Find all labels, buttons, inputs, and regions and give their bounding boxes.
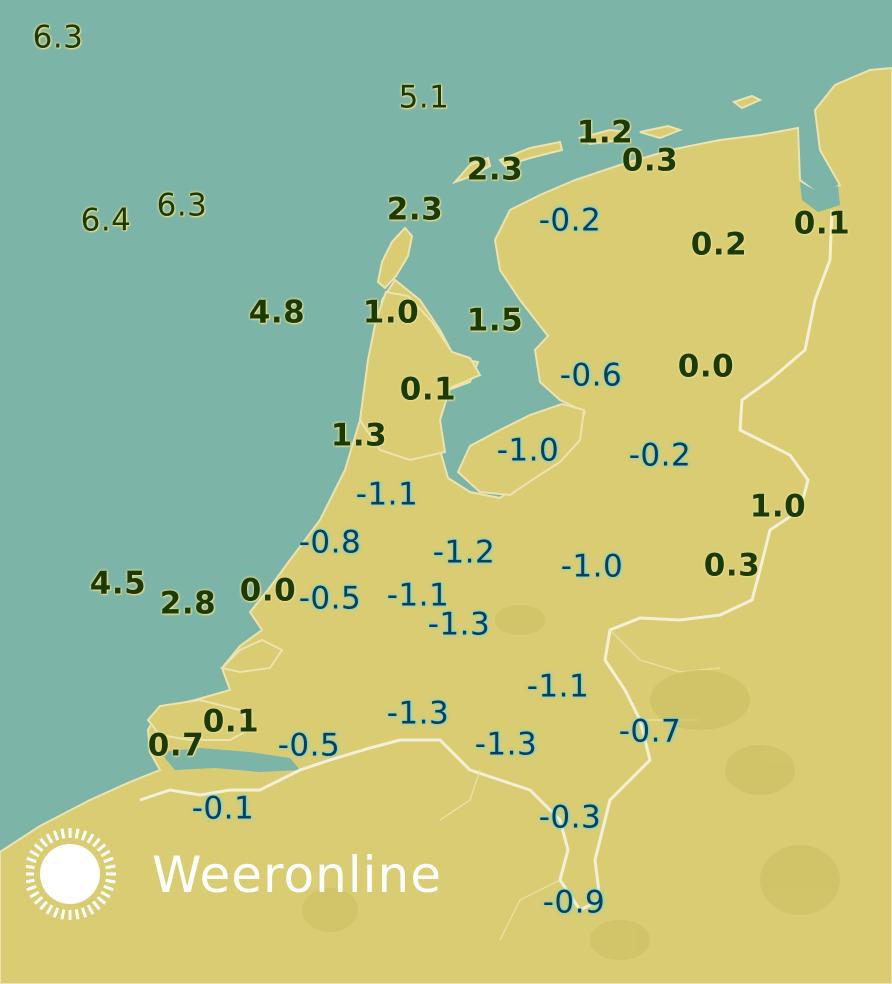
temperature-value: -0.1 [191, 790, 255, 827]
temperature-value: 0.3 [703, 547, 761, 584]
temperature-value: 6.3 [32, 19, 84, 56]
temperature-value: -1.1 [526, 668, 590, 705]
temperature-value: -1.3 [386, 695, 450, 732]
temperature-value: 6.3 [156, 187, 208, 224]
temperature-value: 1.2 [576, 114, 634, 151]
temperature-value: -1.0 [560, 548, 624, 585]
island-rottum [731, 94, 763, 110]
temperature-value: 1.3 [330, 417, 388, 454]
temperature-value: -0.6 [559, 357, 623, 394]
flevoland [456, 402, 586, 497]
temperature-value: 2.8 [159, 585, 217, 622]
island-schiermonnikoog [639, 124, 683, 140]
temperature-value: 0.1 [793, 205, 851, 242]
island-texel [376, 226, 414, 290]
sun-icon [26, 828, 116, 920]
temperature-value: 4.8 [248, 294, 306, 331]
brand-logo [26, 828, 116, 920]
temperature-value: 1.0 [749, 488, 807, 525]
temperature-value: 0.3 [621, 142, 679, 179]
temperature-value: -1.3 [474, 726, 538, 763]
temperature-value: 0.0 [677, 348, 735, 385]
island-walcheren [146, 698, 254, 741]
noord-holland [358, 290, 482, 462]
temperature-value: 0.7 [147, 727, 205, 764]
temperature-value: 2.3 [466, 151, 524, 188]
temperature-value: -1.1 [386, 577, 450, 614]
temperature-value: -1.2 [432, 534, 496, 571]
temperature-value: -1.1 [355, 476, 419, 513]
temperature-value: 2.3 [386, 191, 444, 228]
temperature-value: 5.1 [398, 79, 450, 116]
temperature-value: -0.5 [298, 580, 362, 617]
temperature-value: 6.4 [80, 202, 132, 239]
island-terschelling [498, 140, 564, 168]
temperature-value: 0.2 [690, 226, 748, 263]
temperature-value: -0.7 [618, 713, 682, 750]
temperature-value: -0.2 [538, 202, 602, 239]
dollard [800, 182, 840, 212]
temperature-value: -0.9 [542, 884, 606, 921]
island-schouwen [220, 638, 284, 674]
temperature-value: -0.2 [628, 437, 692, 474]
temperature-value: 0.1 [399, 371, 457, 408]
temperature-value: -0.3 [538, 799, 602, 836]
temperature-value: 1.5 [466, 302, 524, 339]
temperature-value: -0.5 [277, 727, 341, 764]
temperature-value: 1.0 [362, 294, 420, 331]
brand-name: Weeronline [152, 846, 443, 904]
temperature-value: 0.1 [202, 703, 260, 740]
island-vlieland [451, 156, 492, 185]
temperature-value: -1.3 [427, 606, 491, 643]
land-texture [302, 605, 840, 960]
temperature-value: -1.0 [496, 432, 560, 469]
westerschelde [160, 748, 300, 772]
island-ameland [577, 128, 631, 146]
temperature-value: -0.8 [298, 524, 362, 561]
national-border [139, 209, 834, 912]
temperature-value: 4.5 [89, 565, 147, 602]
temperature-value: 0.0 [239, 572, 297, 609]
